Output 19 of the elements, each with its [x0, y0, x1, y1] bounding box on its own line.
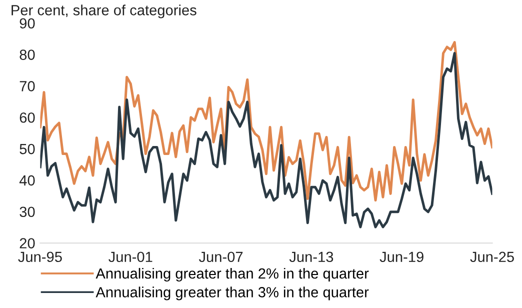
x-tick-label: Jun-95: [18, 252, 62, 262]
x-tick-label: Jun-01: [108, 252, 152, 262]
y-tick-label: 30: [20, 206, 35, 218]
y-tick-label: 90: [20, 18, 35, 29]
y-tick-label: 50: [20, 144, 35, 154]
y-tick-label: 40: [19, 175, 35, 186]
x-tick-label: Jun-19: [380, 252, 424, 262]
y-tick-label: 80: [20, 50, 35, 60]
y-tick-label: 60: [20, 112, 35, 123]
legend-label: Annualising greater than 2% in the quarter: [96, 268, 369, 282]
y-tick-label: 70: [20, 81, 35, 92]
x-tick-label: Jun-13: [289, 252, 334, 262]
x-tick-label: Jun-07: [198, 252, 243, 262]
line-series: [40, 52, 492, 228]
x-tick-label: Jun-25: [470, 252, 514, 262]
line-series: [40, 41, 492, 202]
legend-label: Annualising greater than 3% in the quarter: [96, 286, 369, 300]
y-tick-label: 20: [20, 238, 35, 248]
chart-title: Per cent, share of categories: [12, 4, 196, 18]
